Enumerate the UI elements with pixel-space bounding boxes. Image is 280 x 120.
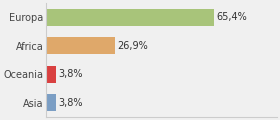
Bar [46, 9, 214, 26]
Text: 3,8%: 3,8% [59, 98, 83, 108]
Bar [46, 37, 115, 54]
Text: 65,4%: 65,4% [216, 12, 247, 22]
Bar [46, 94, 56, 111]
Text: 26,9%: 26,9% [118, 41, 148, 51]
Text: 3,8%: 3,8% [59, 69, 83, 79]
Bar [46, 66, 56, 83]
